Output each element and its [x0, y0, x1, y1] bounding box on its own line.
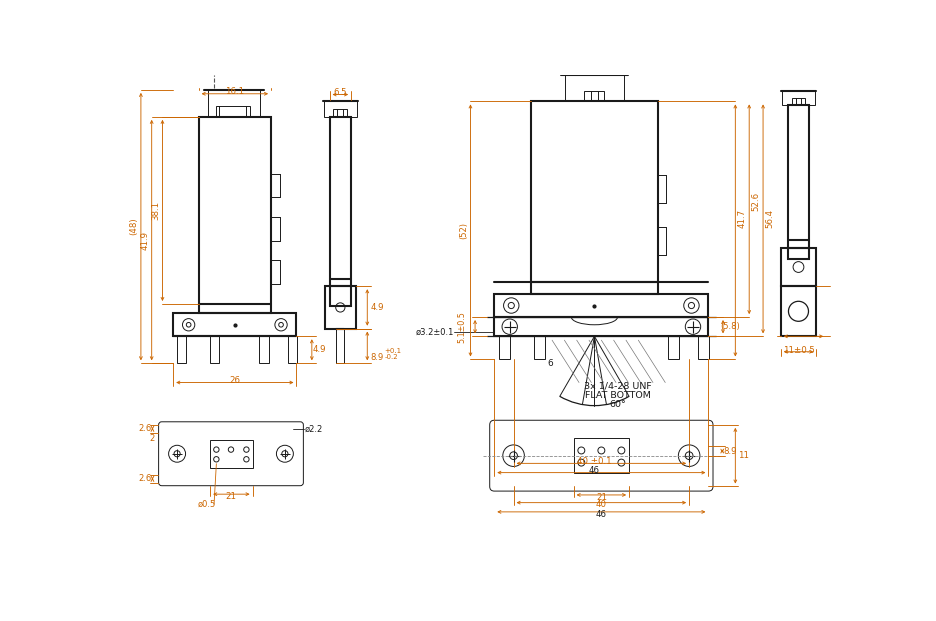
Bar: [198, 117, 271, 313]
Text: 8.9: 8.9: [371, 353, 384, 361]
Bar: [215, 106, 250, 117]
Text: -0.2: -0.2: [384, 353, 398, 360]
Text: 11±0.5: 11±0.5: [782, 346, 814, 355]
Bar: [668, 337, 680, 360]
Bar: [259, 337, 269, 363]
Text: 41.7: 41.7: [738, 209, 747, 229]
Text: 3x 1/4-28 UNF: 3x 1/4-28 UNF: [584, 382, 651, 391]
Bar: [792, 97, 805, 106]
Bar: [211, 337, 219, 363]
Bar: [494, 294, 709, 317]
Text: 40 ±0.1: 40 ±0.1: [578, 456, 612, 466]
Text: 56.4: 56.4: [766, 209, 774, 229]
Text: 52.6: 52.6: [752, 192, 761, 211]
Text: 8.9: 8.9: [724, 446, 737, 456]
Text: 38.1: 38.1: [151, 201, 160, 220]
Bar: [173, 313, 297, 337]
Text: (5.8): (5.8): [720, 322, 739, 331]
Text: ø0.5: ø0.5: [197, 500, 215, 509]
Text: 4.9: 4.9: [371, 303, 384, 312]
Text: +0.1: +0.1: [384, 348, 402, 354]
Text: 60°: 60°: [609, 401, 626, 409]
Text: FLAT BOTTOM: FLAT BOTTOM: [585, 391, 651, 400]
Text: 6: 6: [547, 359, 552, 368]
Text: 4.9: 4.9: [313, 345, 327, 355]
Text: 6.5: 6.5: [333, 88, 347, 97]
Text: (52): (52): [459, 222, 468, 239]
Text: 41.9: 41.9: [140, 230, 149, 250]
Bar: [781, 286, 816, 337]
Bar: [782, 91, 814, 106]
Bar: [288, 337, 298, 363]
Bar: [534, 337, 545, 360]
Text: 46: 46: [596, 510, 607, 519]
Bar: [177, 337, 186, 363]
Text: 16.1: 16.1: [226, 87, 244, 96]
Text: 40: 40: [596, 501, 607, 509]
Bar: [532, 101, 658, 294]
Bar: [324, 101, 357, 117]
Text: 2: 2: [150, 434, 155, 443]
Bar: [325, 286, 356, 329]
Bar: [211, 440, 253, 468]
Text: 11: 11: [738, 451, 749, 460]
Bar: [698, 337, 709, 360]
Text: (48): (48): [129, 218, 139, 235]
Text: 2.6: 2.6: [139, 424, 152, 433]
Bar: [329, 117, 351, 306]
Bar: [333, 109, 347, 117]
Text: 5.1±0.5: 5.1±0.5: [458, 310, 466, 343]
Bar: [781, 248, 816, 286]
Bar: [788, 106, 810, 260]
Text: 46: 46: [589, 466, 600, 475]
Text: 2.6: 2.6: [139, 474, 152, 483]
Bar: [574, 438, 629, 473]
Bar: [565, 75, 623, 101]
Text: 26: 26: [229, 376, 241, 386]
Text: 21: 21: [226, 492, 237, 501]
Bar: [336, 329, 344, 363]
Bar: [208, 90, 260, 117]
Bar: [499, 337, 510, 360]
Text: ø2.2: ø2.2: [305, 424, 323, 433]
Bar: [494, 317, 709, 337]
Text: 21: 21: [596, 492, 607, 502]
Text: ø3.2±0.1: ø3.2±0.1: [416, 328, 454, 337]
Bar: [584, 91, 605, 101]
